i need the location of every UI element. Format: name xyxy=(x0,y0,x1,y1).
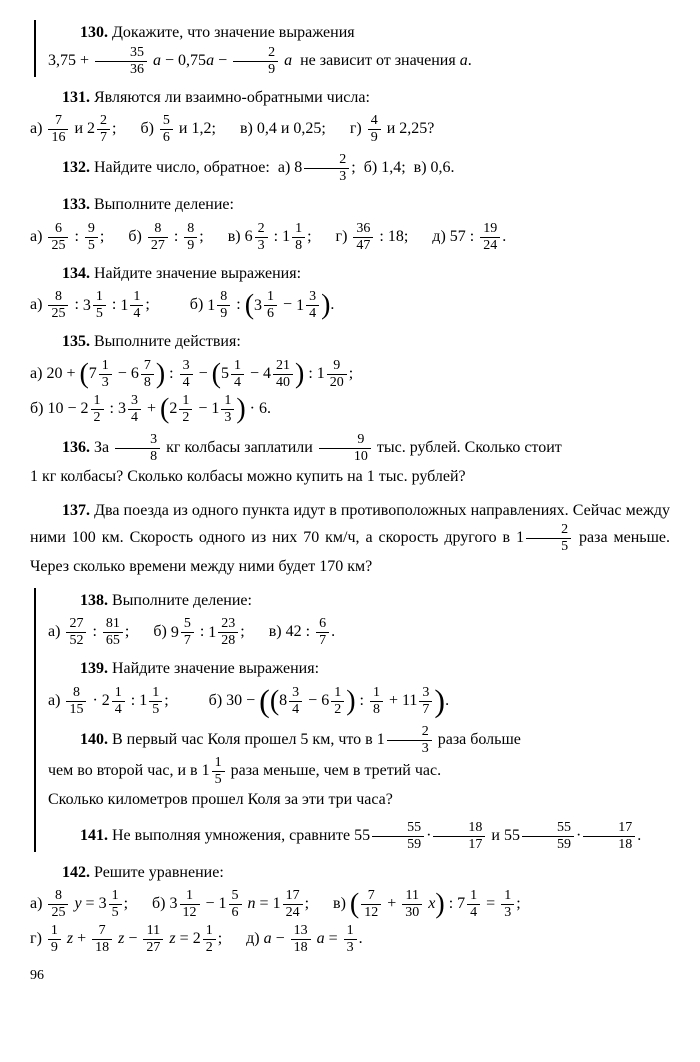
problem-text: Решите уравнение: xyxy=(94,864,224,881)
t3: тыс. рублей. Сколько стоит xyxy=(377,439,562,456)
item-b: б) xyxy=(128,228,141,245)
item-e: д) xyxy=(432,228,445,245)
item-e: д) xyxy=(246,930,259,947)
sub-items: а) 20 + (713 − 678) : 34 − (514 − 42140)… xyxy=(30,359,670,390)
problem-140: 140. В первый час Коля прошел 5 км, что … xyxy=(48,725,670,813)
page-number: 96 xyxy=(30,965,670,987)
item-b: б) xyxy=(140,120,153,137)
item-c: в) xyxy=(228,228,241,245)
item-b: б) xyxy=(30,400,43,417)
b-text: и 1,2; xyxy=(179,120,216,137)
item-d: г) xyxy=(350,120,362,137)
problem-text: Выполните деление: xyxy=(112,592,252,609)
sub-items: а) 625 : 95; б) 827 : 89; в) 623 : 118; … xyxy=(30,222,670,253)
item-d: г) xyxy=(30,930,42,947)
sub-items-row2: г) 19 z + 718 z − 1127 z = 212; д) a − 1… xyxy=(30,924,670,955)
t1: Два поезда из одного пункта идут в проти… xyxy=(30,502,670,547)
problem-num: 131. xyxy=(62,89,90,106)
problem-text: Найдите число, обратное: xyxy=(94,159,270,176)
problem-135: 135. Выполните действия: а) 20 + (713 − … xyxy=(30,329,670,425)
item-a: а) xyxy=(30,365,42,382)
item-a: а) xyxy=(48,624,60,641)
t3: чем во второй час, и в xyxy=(48,762,198,779)
problem-138: 138. Выполните деление: а) 2752 : 8165; … xyxy=(48,588,670,649)
problem-139: 139. Найдите значение выражения: а) 815 … xyxy=(48,656,670,717)
sub-items-row1: а) 825 y = 315; б) 3112 − 156 n = 11724;… xyxy=(30,889,670,920)
t4: 1 кг колбасы? Сколько колбасы можно купи… xyxy=(30,464,670,490)
problem-num: 138. xyxy=(80,592,108,609)
d-text: и 2,25? xyxy=(387,120,435,137)
bracket-group-1: 130. Докажите, что значение выражения 3,… xyxy=(34,20,670,77)
sub-items: а) 2752 : 8165; б) 957 : 12328; в) 42 : … xyxy=(48,617,670,648)
problem-num: 134. xyxy=(62,265,90,282)
problem-num: 136. xyxy=(62,439,90,456)
item-b: б) xyxy=(190,297,203,314)
sub-items: а) 825 : 315 : 114; б) 189 : (316 − 134)… xyxy=(30,290,670,321)
problem-text: Найдите значение выражения: xyxy=(112,660,319,677)
problem-text: Являются ли взаимно-обратными числа: xyxy=(94,89,370,106)
sub-items: а) 815 · 214 : 115; б) 30 − ((834 − 612)… xyxy=(48,686,670,717)
sub-items-b: б) 10 − 212 : 334 + (212 − 113) · 6. xyxy=(30,394,670,425)
item-c: в) 0,6. xyxy=(414,159,455,176)
item-a: а) xyxy=(30,228,42,245)
problem-text: Найдите значение выражения: xyxy=(94,265,301,282)
problem-num: 132. xyxy=(62,159,90,176)
problem-132: 132. Найдите число, обратное: а) 823; б)… xyxy=(30,153,670,184)
bracket-group-2: 138. Выполните деление: а) 2752 : 8165; … xyxy=(34,588,670,852)
t2: кг колбасы заплатили xyxy=(166,439,313,456)
problem-text: Докажите, что значение выражения xyxy=(112,24,355,41)
problem-text: Выполните деление: xyxy=(94,196,234,213)
problem-131: 131. Являются ли взаимно-обратными числа… xyxy=(30,85,670,146)
problem-num: 142. xyxy=(62,864,90,881)
item-a: а) xyxy=(48,692,60,709)
item-b: б) xyxy=(209,692,222,709)
t1: В первый час Коля прошел 5 км, что в xyxy=(112,731,373,748)
item-a: а) xyxy=(30,895,42,912)
problem-num: 141. xyxy=(80,827,108,844)
item-b: б) xyxy=(152,895,165,912)
t2: раза больше xyxy=(438,731,521,748)
item-d: г) xyxy=(336,228,348,245)
t4: раза меньше, чем в третий час. xyxy=(231,762,442,779)
t2: и xyxy=(491,827,500,844)
item-b: б) xyxy=(153,624,166,641)
problem-136: 136. За 38 кг колбасы заплатили 910 тыс.… xyxy=(30,433,670,490)
problem-text-2: не зависит от значения xyxy=(300,52,456,69)
problem-134: 134. Найдите значение выражения: а) 825 … xyxy=(30,261,670,322)
problem-num: 140. xyxy=(80,731,108,748)
problem-141: 141. Не выполняя умножения, сравните 555… xyxy=(48,821,670,852)
and: и xyxy=(74,120,83,137)
problem-num: 137. xyxy=(62,502,90,519)
problem-142: 142. Решите уравнение: а) 825 y = 315; б… xyxy=(30,860,670,956)
t1: Не выполняя умножения, сравните xyxy=(112,827,350,844)
problem-text: Выполните действия: xyxy=(94,333,241,350)
problem-num: 130. xyxy=(80,24,108,41)
item-a: а) xyxy=(30,120,42,137)
t1: За xyxy=(94,439,109,456)
item-c: в) xyxy=(333,895,346,912)
problem-num: 133. xyxy=(62,196,90,213)
item-a: а) xyxy=(278,159,290,176)
problem-137: 137. Два поезда из одного пункта идут в … xyxy=(30,498,670,580)
item-c: в) 0,4 и 0,25; xyxy=(240,120,326,137)
item-a: а) xyxy=(30,297,42,314)
item-b: б) 1,4; xyxy=(364,159,406,176)
t5: Сколько километров прошел Коля за эти тр… xyxy=(48,787,670,813)
sub-items: а) 716 и 227; б) 56 и 1,2; в) 0,4 и 0,25… xyxy=(30,114,670,145)
problem-num: 135. xyxy=(62,333,90,350)
problem-num: 139. xyxy=(80,660,108,677)
problem-133: 133. Выполните деление: а) 625 : 95; б) … xyxy=(30,192,670,253)
item-c: в) xyxy=(269,624,282,641)
problem-130: 130. Докажите, что значение выражения 3,… xyxy=(48,20,670,77)
